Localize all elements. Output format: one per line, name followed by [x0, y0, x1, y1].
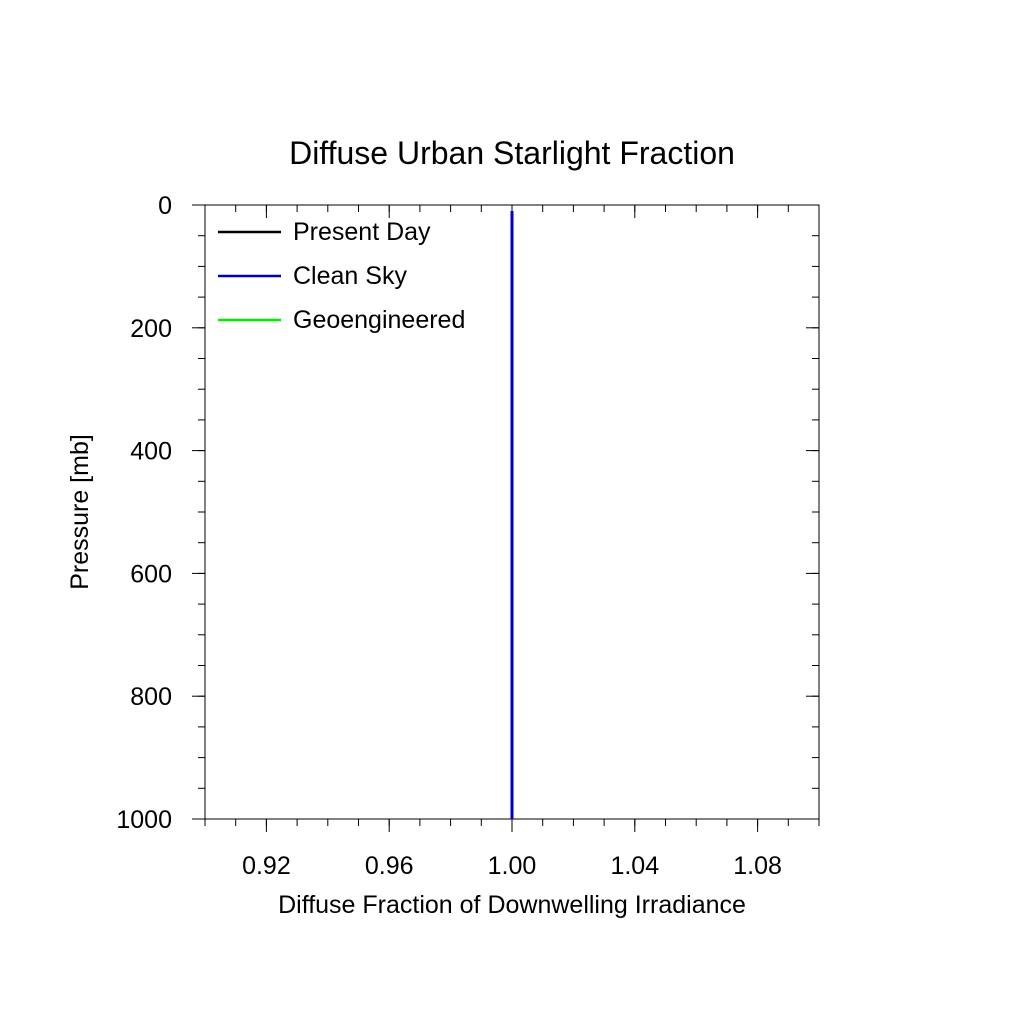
y-tick-label: 1000 — [116, 806, 172, 834]
y-tick-label: 400 — [130, 438, 172, 466]
x-tick-label: 1.04 — [610, 852, 659, 880]
y-tick-label: 0 — [158, 192, 172, 220]
legend-label: Geoengineered — [293, 306, 465, 334]
chart-title: Diffuse Urban Starlight Fraction — [289, 135, 735, 171]
x-tick-label: 0.92 — [242, 852, 291, 880]
plot-area: 0.92 0.96 1.00 1.04 1.08 0 200 400 600 800 1000 Pre… — [116, 192, 820, 880]
y-axis-label: Pressure [mb] — [66, 434, 94, 590]
x-tick-label: 1.08 — [733, 852, 782, 880]
x-tick-label: 1.00 — [488, 852, 537, 880]
y-tick-label: 200 — [130, 315, 172, 343]
x-axis-label: Diffuse Fraction of Downwelling Irradian… — [278, 891, 746, 919]
x-tick-label: 0.96 — [365, 852, 414, 880]
legend-label: Present Day — [293, 218, 431, 246]
legend-label: Clean Sky — [293, 262, 407, 290]
y-tick-label: 800 — [130, 683, 172, 711]
y-tick-label: 600 — [130, 560, 172, 588]
